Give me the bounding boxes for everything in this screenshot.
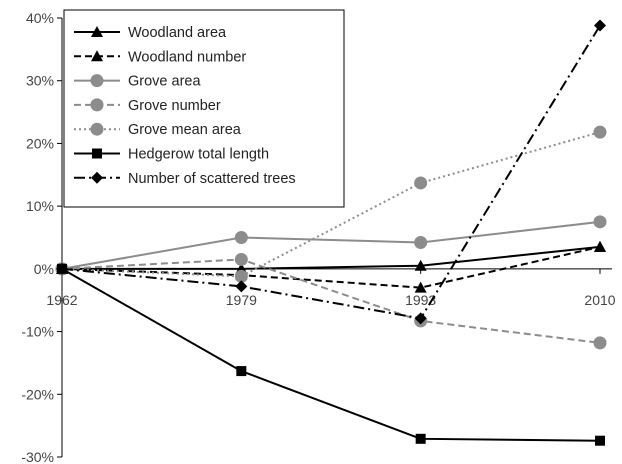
legend-swatch-marker — [91, 171, 103, 184]
series-layer — [55, 19, 607, 446]
data-point — [414, 281, 427, 293]
legend-label: Woodland area — [128, 25, 227, 41]
series-line — [61, 245, 601, 289]
legend-swatch-marker — [90, 98, 104, 112]
y-tick-label: 20% — [26, 135, 54, 151]
data-point — [235, 280, 248, 293]
data-point — [414, 236, 428, 250]
data-point — [594, 240, 606, 252]
data-point — [594, 19, 606, 32]
data-point — [236, 366, 247, 377]
series-line — [61, 25, 601, 320]
legend-swatch-marker — [90, 122, 104, 136]
y-tick-label: 40% — [26, 10, 54, 26]
series-line — [61, 258, 601, 344]
x-tick-label: 1979 — [226, 292, 257, 308]
legend-swatch-marker — [90, 74, 104, 88]
legend-label: Grove area — [128, 74, 201, 90]
x-tick-label: 1962 — [46, 292, 77, 308]
y-tick-label: 10% — [26, 198, 54, 214]
data-point — [595, 435, 605, 446]
series-line — [62, 245, 601, 270]
data-point — [593, 125, 607, 139]
legend-swatch-marker — [91, 26, 103, 37]
data-point — [234, 269, 248, 283]
legend-swatch-marker — [91, 50, 103, 62]
y-tick-label: -30% — [21, 449, 54, 464]
data-point — [414, 259, 427, 271]
legend-label: Hedgerow total length — [128, 147, 269, 163]
axes: 40%30%20%10%0%-10%-20%-30%1962 1979 1993 20… — [21, 10, 615, 464]
y-tick-label: 0% — [34, 261, 54, 277]
data-point — [593, 215, 607, 229]
y-tick-label: -20% — [21, 386, 54, 402]
legend-swatch-marker — [92, 148, 102, 159]
series-line — [61, 267, 601, 442]
legend: Woodland area Woodland number Grove area Gr… — [63, 9, 345, 208]
legend-label: Grove mean area — [128, 122, 242, 138]
data-point — [234, 252, 248, 266]
legend-label: Grove number — [128, 98, 221, 114]
legend-box — [63, 9, 345, 208]
data-point — [593, 336, 607, 350]
series-6 — [56, 19, 606, 325]
data-point — [415, 433, 426, 444]
legend-label: Woodland number — [128, 49, 246, 65]
x-tick-label: 2010 — [584, 292, 615, 308]
series-line — [61, 220, 601, 270]
data-point — [414, 312, 427, 325]
data-point — [234, 231, 248, 244]
y-tick-label: -10% — [21, 324, 54, 340]
legend-label: Number of scattered trees — [128, 171, 296, 187]
data-point — [414, 176, 428, 190]
series-line — [61, 131, 601, 278]
data-point — [56, 262, 68, 275]
y-tick-label: 30% — [26, 73, 54, 89]
